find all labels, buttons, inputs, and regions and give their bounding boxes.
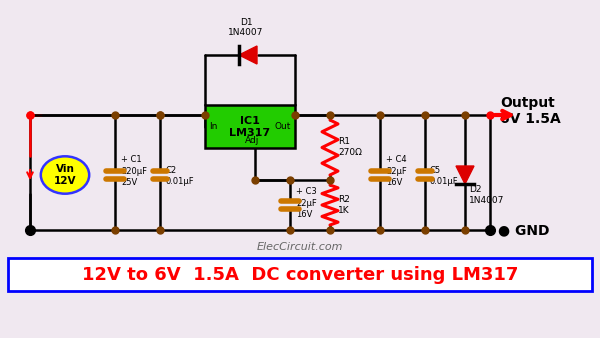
Text: + C4
22μF
16V: + C4 22μF 16V (386, 155, 407, 187)
Text: Output: Output (500, 96, 555, 110)
Polygon shape (456, 166, 474, 184)
Text: D2
1N4007: D2 1N4007 (469, 185, 505, 205)
Text: 12V to 6V  1.5A  DC converter using LM317: 12V to 6V 1.5A DC converter using LM317 (82, 266, 518, 284)
FancyBboxPatch shape (8, 258, 592, 291)
Text: Adj: Adj (245, 136, 259, 145)
Text: In: In (209, 122, 217, 131)
Text: 6V 1.5A: 6V 1.5A (500, 112, 561, 126)
Text: + C3
22μF
16V: + C3 22μF 16V (296, 187, 317, 219)
Polygon shape (239, 46, 257, 64)
Text: + C1
220μF
25V: + C1 220μF 25V (121, 155, 147, 187)
Text: ElecCircuit.com: ElecCircuit.com (257, 242, 343, 252)
Text: C5
0.01μF: C5 0.01μF (430, 166, 458, 186)
Text: Out: Out (275, 122, 291, 131)
Text: R2
1K: R2 1K (338, 195, 350, 215)
Text: R1
270Ω: R1 270Ω (338, 137, 362, 158)
Text: C2
0.01μF: C2 0.01μF (165, 166, 194, 186)
Text: ● GND: ● GND (498, 223, 550, 237)
Text: IC1: IC1 (240, 117, 260, 126)
Text: D1
1N4007: D1 1N4007 (229, 18, 263, 37)
Text: LM317: LM317 (229, 128, 271, 139)
Ellipse shape (41, 156, 89, 194)
Text: Vin
12V: Vin 12V (54, 164, 76, 186)
FancyBboxPatch shape (205, 105, 295, 148)
